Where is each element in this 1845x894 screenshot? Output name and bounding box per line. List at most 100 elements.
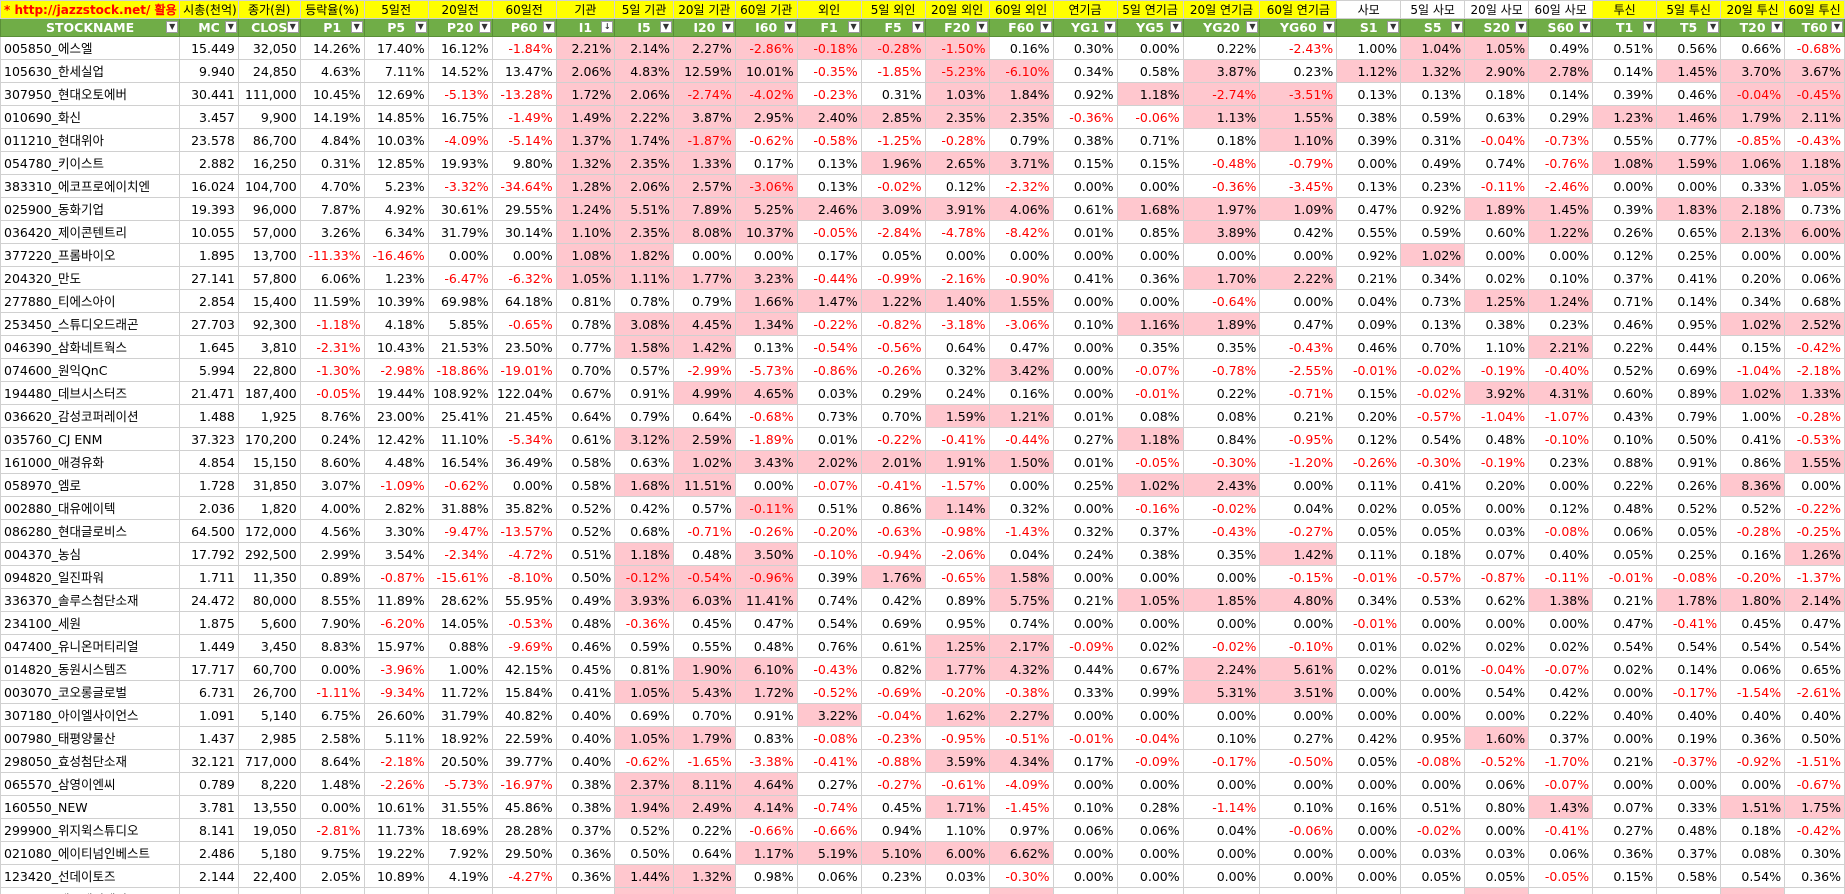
table-cell[interactable]: -9.34%: [363, 680, 429, 704]
table-cell[interactable]: -0.76%: [1528, 151, 1594, 175]
table-cell[interactable]: 0.00%: [1336, 841, 1402, 865]
table-cell[interactable]: 27.703: [179, 312, 239, 336]
table-cell[interactable]: -0.57%: [1400, 565, 1466, 589]
table-cell[interactable]: 1.90%: [672, 657, 736, 681]
table-cell[interactable]: 0.36%: [555, 887, 616, 894]
table-cell[interactable]: 57,000: [237, 220, 301, 244]
table-cell[interactable]: 0.07%: [1592, 795, 1658, 819]
table-cell[interactable]: 6.62%: [988, 841, 1054, 865]
table-cell[interactable]: 30.441: [179, 82, 239, 106]
table-cell[interactable]: -5.23%: [924, 59, 990, 83]
table-cell[interactable]: 0.73%: [1400, 289, 1466, 313]
table-cell[interactable]: 0.02%: [1116, 634, 1184, 658]
table-cell[interactable]: -11.33%: [299, 243, 365, 267]
table-cell[interactable]: 0.789: [179, 772, 239, 796]
table-cell[interactable]: 0.36%: [555, 864, 616, 888]
table-cell[interactable]: -0.44%: [988, 427, 1054, 451]
table-cell[interactable]: -0.05%: [1528, 864, 1594, 888]
table-cell[interactable]: 1.10%: [924, 818, 990, 842]
table-cell[interactable]: 0.12%: [924, 174, 990, 198]
table-cell[interactable]: 2.95%: [734, 105, 798, 129]
table-cell[interactable]: 0.58%: [1656, 864, 1722, 888]
table-cell[interactable]: 0.00%: [1116, 841, 1184, 865]
table-cell[interactable]: 0.18%: [1720, 818, 1786, 842]
table-cell[interactable]: -1.14%: [1182, 795, 1261, 819]
table-cell[interactable]: -0.87%: [363, 565, 429, 589]
table-cell[interactable]: -0.86%: [796, 358, 862, 382]
table-cell[interactable]: -1.09%: [363, 473, 429, 497]
table-cell[interactable]: 0.22%: [1528, 703, 1594, 727]
table-cell[interactable]: 0.27%: [796, 772, 862, 796]
table-cell[interactable]: 0.00%: [1400, 611, 1466, 635]
table-cell[interactable]: -5.14%: [491, 128, 557, 152]
table-cell[interactable]: 11.59%: [299, 289, 365, 313]
table-cell[interactable]: 1.89%: [1464, 197, 1530, 221]
table-cell[interactable]: 717,000: [237, 749, 301, 773]
table-cell[interactable]: 0.00%: [1182, 864, 1261, 888]
table-cell[interactable]: 0.11%: [1336, 473, 1402, 497]
table-cell[interactable]: 0.25%: [1656, 542, 1722, 566]
table-cell[interactable]: -2.06%: [924, 542, 990, 566]
table-cell[interactable]: 5,140: [237, 703, 301, 727]
table-cell[interactable]: 10.01%: [734, 59, 798, 83]
table-cell[interactable]: -2.46%: [1528, 174, 1594, 198]
table-cell[interactable]: 0.52%: [1656, 496, 1722, 520]
table-cell[interactable]: 18.69%: [427, 818, 493, 842]
table-cell[interactable]: -0.37%: [1656, 749, 1722, 773]
table-cell[interactable]: 16.75%: [427, 105, 493, 129]
table-cell[interactable]: -0.15%: [1259, 565, 1338, 589]
table-cell[interactable]: 2.37%: [614, 772, 674, 796]
table-cell[interactable]: 2.27%: [988, 703, 1054, 727]
table-cell[interactable]: 7.90%: [299, 611, 365, 635]
table-cell[interactable]: -0.22%: [860, 427, 926, 451]
table-cell[interactable]: 0.05%: [860, 243, 926, 267]
table-cell[interactable]: -0.64%: [1182, 289, 1261, 313]
table-cell[interactable]: 0.36%: [555, 841, 616, 865]
filter-dropdown-icon[interactable]: ▼: [542, 21, 555, 33]
table-cell[interactable]: 0.41%: [1052, 266, 1118, 290]
table-cell[interactable]: 0.46%: [1592, 312, 1658, 336]
table-cell[interactable]: 20.50%: [427, 749, 493, 773]
table-cell[interactable]: -1.87%: [672, 128, 736, 152]
table-cell[interactable]: 16.54%: [427, 450, 493, 474]
table-cell[interactable]: 0.65%: [1656, 220, 1722, 244]
table-cell[interactable]: 2.35%: [924, 105, 990, 129]
stock-name-cell[interactable]: 307950_현대오토에버: [0, 82, 181, 106]
table-cell[interactable]: 1.55%: [988, 289, 1054, 313]
table-cell[interactable]: 0.50%: [614, 841, 674, 865]
table-cell[interactable]: 0.00%: [1116, 36, 1184, 60]
table-cell[interactable]: 4.19%: [427, 864, 493, 888]
table-cell[interactable]: 0.49%: [1400, 151, 1466, 175]
table-cell[interactable]: 0.14%: [1528, 82, 1594, 106]
table-cell[interactable]: 5.75%: [988, 588, 1054, 612]
table-cell[interactable]: 0.05%: [1336, 519, 1402, 543]
table-cell[interactable]: 2.78%: [1528, 59, 1594, 83]
table-cell[interactable]: 4.32%: [988, 657, 1054, 681]
table-cell[interactable]: 6.75%: [299, 703, 365, 727]
table-cell[interactable]: 14.26%: [299, 36, 365, 60]
table-cell[interactable]: -0.71%: [1259, 381, 1338, 405]
table-cell[interactable]: 0.33%: [1720, 174, 1786, 198]
table-cell[interactable]: 21.53%: [427, 335, 493, 359]
table-cell[interactable]: 0.55%: [1336, 220, 1402, 244]
table-cell[interactable]: 1.02%: [672, 450, 736, 474]
table-cell[interactable]: 0.00%: [988, 473, 1054, 497]
table-cell[interactable]: 3.43%: [734, 450, 798, 474]
table-cell[interactable]: 14.05%: [427, 611, 493, 635]
table-cell[interactable]: 1.645: [179, 335, 239, 359]
table-cell[interactable]: 13.47%: [491, 59, 557, 83]
table-cell[interactable]: 4.854: [179, 450, 239, 474]
table-cell[interactable]: 0.15%: [1052, 151, 1118, 175]
table-cell[interactable]: 11.89%: [363, 588, 429, 612]
table-cell[interactable]: 5.300: [179, 887, 239, 894]
table-cell[interactable]: 0.00%: [1052, 358, 1118, 382]
table-cell[interactable]: 0.18%: [1400, 542, 1466, 566]
table-cell[interactable]: 3.23%: [734, 266, 798, 290]
table-cell[interactable]: -4.27%: [491, 864, 557, 888]
table-cell[interactable]: 111,000: [237, 82, 301, 106]
table-cell[interactable]: 26.60%: [363, 703, 429, 727]
table-cell[interactable]: 0.46%: [1336, 335, 1402, 359]
table-cell[interactable]: 0.25%: [1052, 473, 1118, 497]
table-cell[interactable]: 0.50%: [924, 887, 990, 894]
table-cell[interactable]: -0.43%: [1182, 519, 1261, 543]
